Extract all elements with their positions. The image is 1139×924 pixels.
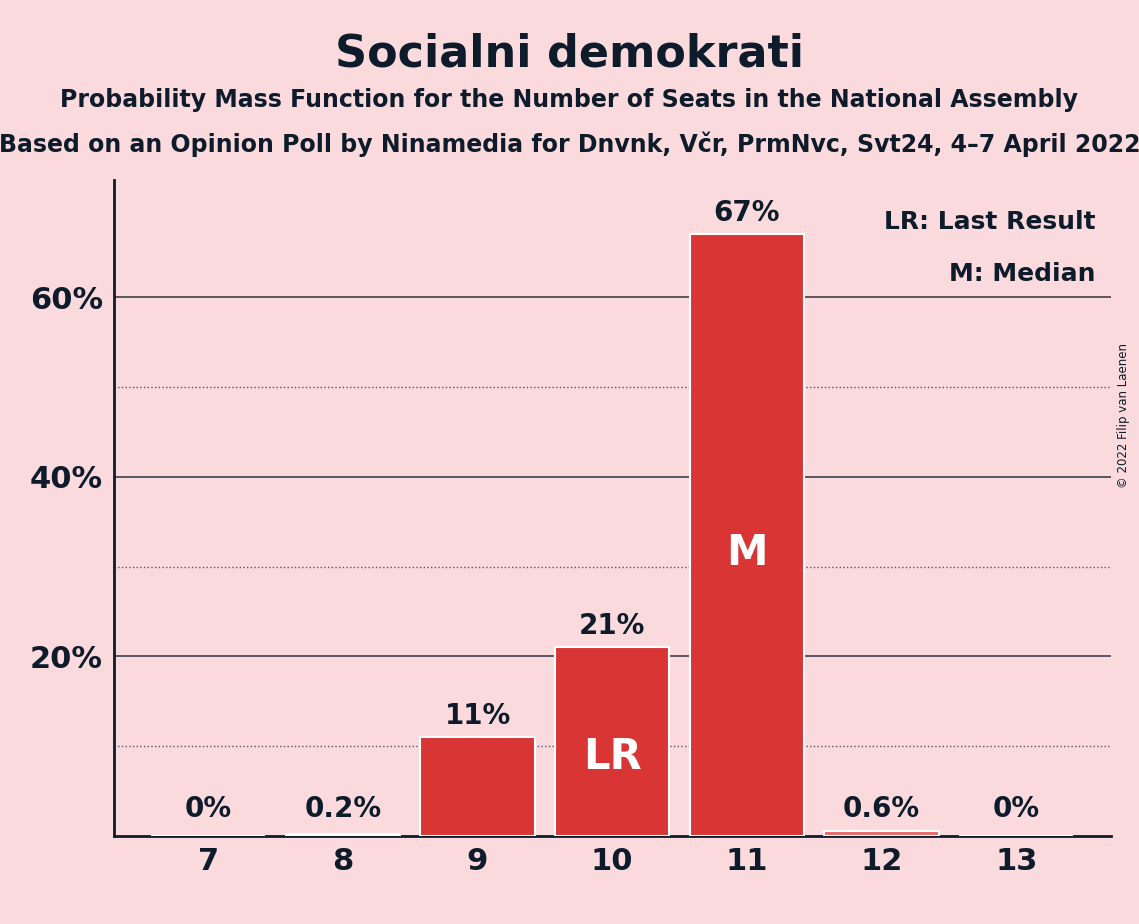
Text: LR: Last Result: LR: Last Result bbox=[884, 210, 1096, 234]
Text: M: M bbox=[727, 532, 768, 574]
Text: 0.6%: 0.6% bbox=[843, 795, 920, 822]
Text: 0%: 0% bbox=[185, 795, 231, 822]
Bar bbox=[825, 831, 939, 836]
Text: LR: LR bbox=[583, 736, 641, 778]
Text: © 2022 Filip van Laenen: © 2022 Filip van Laenen bbox=[1117, 344, 1130, 488]
Text: M: Median: M: Median bbox=[949, 262, 1096, 286]
Text: 0%: 0% bbox=[993, 795, 1040, 822]
Text: Probability Mass Function for the Number of Seats in the National Assembly: Probability Mass Function for the Number… bbox=[60, 88, 1079, 112]
Text: 0.2%: 0.2% bbox=[304, 795, 382, 822]
Bar bbox=[420, 737, 535, 836]
Text: Socialni demokrati: Socialni demokrati bbox=[335, 32, 804, 76]
Text: 21%: 21% bbox=[579, 613, 646, 640]
Bar bbox=[689, 234, 804, 836]
Text: Based on an Opinion Poll by Ninamedia for Dnvnk, Včr, PrmNvc, Svt24, 4–7 April 2: Based on an Opinion Poll by Ninamedia fo… bbox=[0, 131, 1139, 157]
Text: 67%: 67% bbox=[714, 199, 780, 227]
Bar bbox=[555, 648, 670, 836]
Bar bbox=[286, 834, 400, 836]
Text: 11%: 11% bbox=[444, 702, 510, 730]
